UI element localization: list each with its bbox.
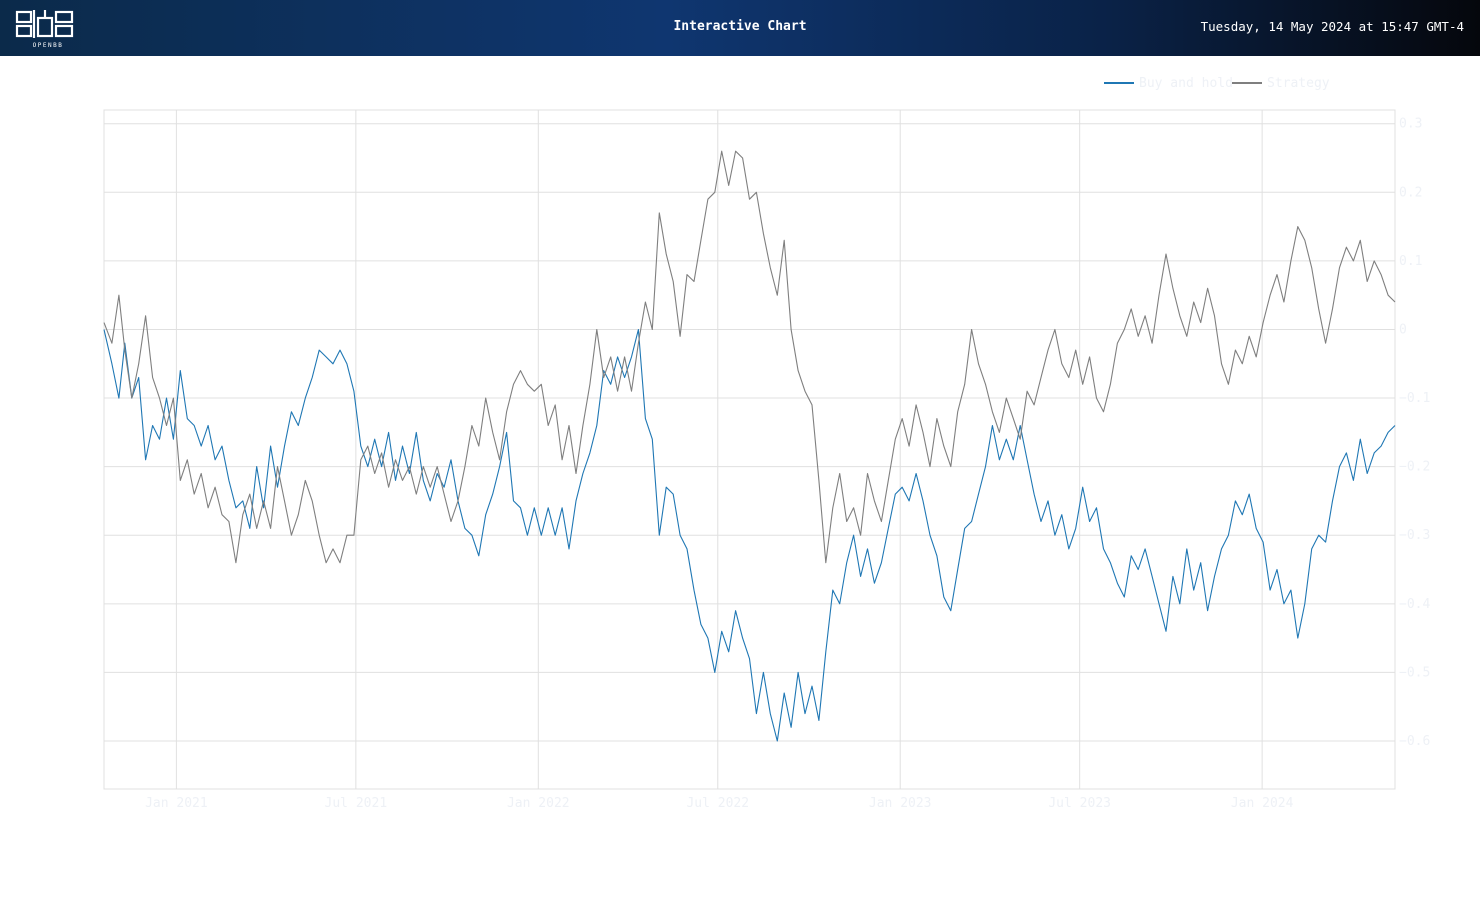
x-tick-label: Jan 2023 bbox=[869, 796, 932, 811]
x-tick-label: Jan 2022 bbox=[507, 796, 570, 811]
series-line-0 bbox=[103, 328, 1396, 742]
x-axis: Jan 2021 Jul 2021 Jan 2022 Jul 2022 Jan 2023… bbox=[145, 796, 1294, 811]
y-tick-label: −0.3 bbox=[1399, 528, 1430, 543]
x-tick-label: Jul 2023 bbox=[1048, 796, 1111, 811]
plot-frame bbox=[103, 109, 1396, 790]
header-bar: OPENBB Interactive Chart Tuesday, 14 May… bbox=[0, 0, 1480, 56]
y-tick-label: −0.1 bbox=[1399, 391, 1430, 406]
y-tick-label: −0.4 bbox=[1399, 597, 1430, 612]
legend-label[interactable]: Strategy bbox=[1267, 76, 1330, 91]
y-tick-label: 0.2 bbox=[1399, 185, 1422, 200]
y-tick-label: −0.6 bbox=[1399, 734, 1430, 749]
y-tick-label: 0.3 bbox=[1399, 117, 1422, 132]
x-tick-label: Jul 2021 bbox=[325, 796, 388, 811]
chart-area[interactable]: Jan 2021 Jul 2021 Jan 2022 Jul 2022 Jan 2023… bbox=[0, 56, 1480, 917]
y-tick-label: −0.5 bbox=[1399, 665, 1430, 680]
logo-text: OPENBB bbox=[33, 42, 64, 49]
series-line-1 bbox=[103, 150, 1396, 564]
x-tick-label: Jan 2021 bbox=[145, 796, 208, 811]
y-tick-label: 0 bbox=[1399, 322, 1407, 337]
y-tick-label: −0.2 bbox=[1399, 460, 1430, 475]
openbb-logo: OPENBB bbox=[15, 10, 74, 49]
chart-legend[interactable]: Buy and hold Strategy bbox=[1104, 76, 1330, 91]
y-axis: 0.3 0.2 0.1 0 −0.1 −0.2 −0.3 −0.4 −0.5 −0.6 bbox=[1399, 117, 1430, 749]
chart-grid bbox=[103, 109, 1396, 790]
x-tick-label: Jul 2022 bbox=[686, 796, 749, 811]
header-datetime: Tuesday, 14 May 2024 at 15:47 GMT-4 bbox=[1200, 19, 1464, 34]
line-chart[interactable]: Jan 2021 Jul 2021 Jan 2022 Jul 2022 Jan 2023… bbox=[0, 56, 1480, 917]
legend-label[interactable]: Buy and hold bbox=[1139, 76, 1233, 91]
y-tick-label: 0.1 bbox=[1399, 254, 1422, 269]
x-tick-label: Jan 2024 bbox=[1231, 796, 1294, 811]
chart-series bbox=[103, 150, 1396, 742]
